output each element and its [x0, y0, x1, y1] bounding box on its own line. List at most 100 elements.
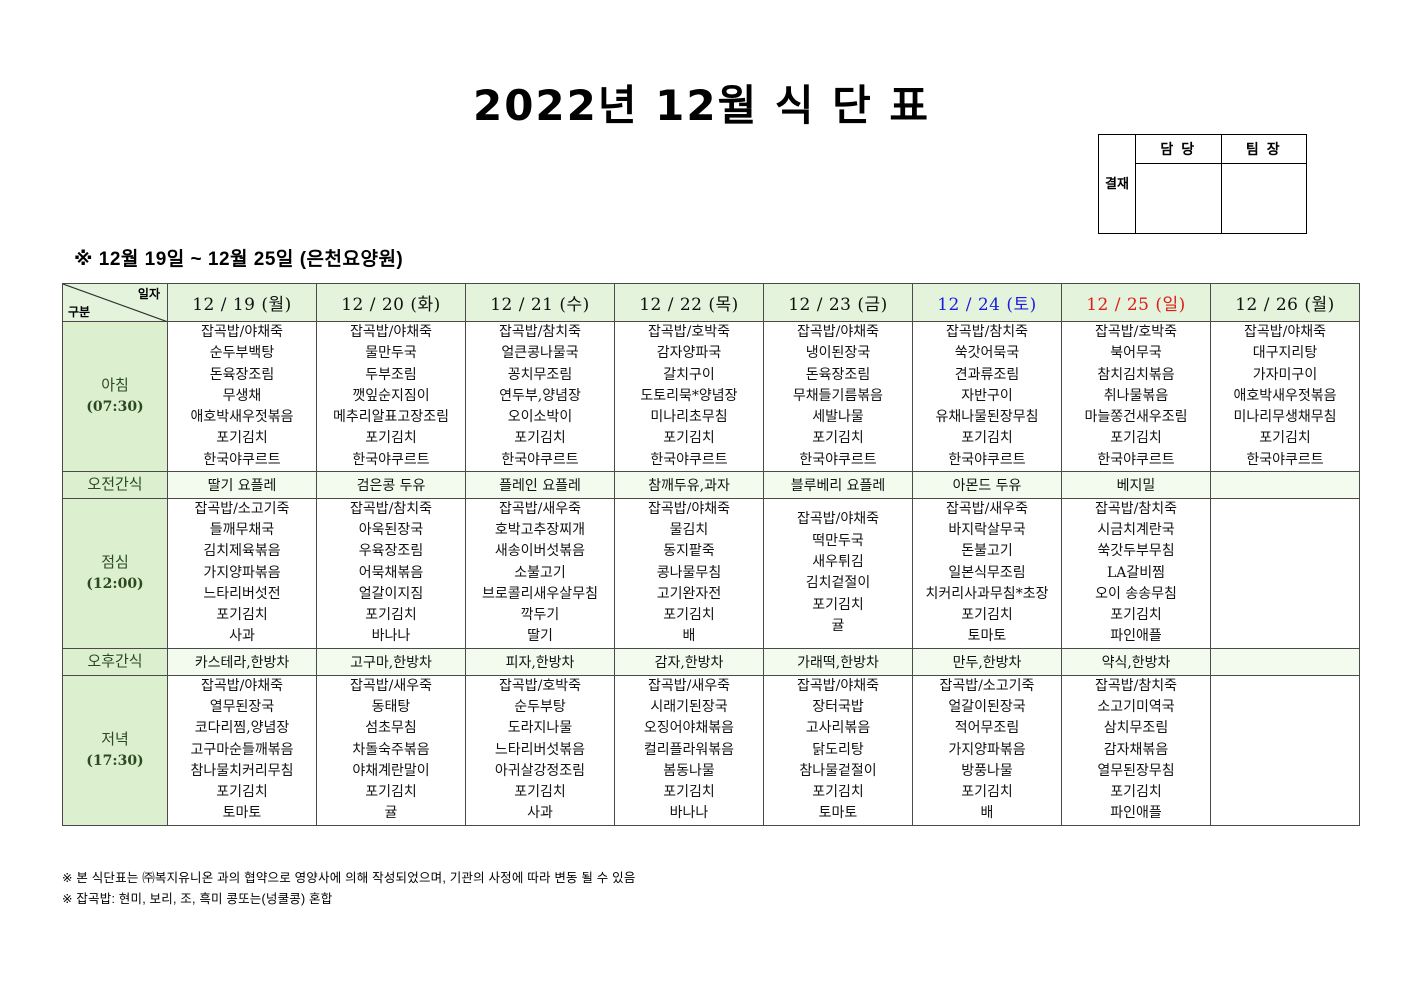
dish-item: 잡곡밥/새우죽	[350, 677, 432, 694]
dish-item: 고사리볶음	[805, 720, 871, 737]
meal-cell: 잡곡밥/새우죽 호박고추장찌개 새송이버섯볶음 소불고기 브로콜리새우살무침 깍두기 딸기	[465, 497, 615, 649]
approval-signature-teamlead[interactable]	[1222, 164, 1307, 233]
row-label-text: 아침	[101, 376, 129, 395]
approval-column-teamlead: 팀 장	[1220, 135, 1307, 233]
dish-item: 대구지리탕	[1252, 345, 1318, 362]
dish-item: 삼치무조림	[1103, 720, 1169, 737]
dish-item: 시래기된장국	[650, 698, 728, 715]
meal-cell: 잡곡밥/호박죽 감자양파국 갈치구이 도토리묵*양념장 미나리초무침 포기김치 한국야쿠르트	[614, 321, 764, 472]
row-label-text: 오전간식	[87, 474, 143, 493]
dish-item: 소불고기	[514, 564, 566, 581]
footnote-2: ※ 잡곡밥: 현미, 보리, 조, 흑미 콩또는(넝쿨콩) 혼합	[62, 891, 333, 906]
approval-column-manager: 담 당	[1136, 135, 1221, 233]
row-label-time: (12:00)	[86, 576, 144, 593]
meal-cell: 잡곡밥/야채죽 냉이된장국 돈육장조림 무채들기름볶음 세발나물 포기김치 한국야쿠르트	[763, 321, 913, 472]
dish-item: 사과	[527, 805, 553, 822]
dish-item: 물김치	[669, 522, 709, 539]
dish-item: 닭도리탕	[812, 741, 864, 758]
dish-item: 파인애플	[1110, 805, 1162, 822]
header-date-1: 12 / 19 (월)	[167, 283, 317, 322]
row-label-text: 저녁	[101, 730, 129, 749]
meal-cell: 잡곡밥/소고기죽 들깨무채국 김치제육볶음 가지양파볶음 느타리버섯전 포기김치 사과	[167, 497, 317, 649]
dish-item: 잡곡밥/야채죽	[797, 324, 879, 340]
snack-cell: 약식,한방차	[1061, 647, 1211, 676]
dish-item: 포기김치	[216, 430, 268, 447]
header-date-4: 12 / 22 (목)	[614, 283, 764, 322]
meal-cell: 잡곡밥/야채죽 물김치 동지팥죽 콩나물무침 고기완자전 포기김치 배	[614, 497, 764, 649]
meal-cell: 잡곡밥/호박죽 북어무국 참치김치볶음 취나물볶음 마늘쫑건새우조림 포기김치 한국야쿠르트	[1061, 321, 1211, 472]
meal-cell: 잡곡밥/야채죽 순두부백탕 돈육장조림 무생채 애호박새우젓볶음 포기김치 한국야쿠르트	[167, 321, 317, 472]
snack-cell: 피자,한방차	[465, 647, 615, 676]
menu-row-오전간식: 오전간식 딸기 요플레 검은콩 두유 플레인 요플레 참깨두유,과자 블루베리 요플레 아몬…	[62, 470, 1360, 499]
meal-cell: 잡곡밥/새우죽 동태탕 섬초무침 차돌숙주볶음 야채계란말이 포기김치 귤	[316, 674, 466, 826]
header-label-date: 일자	[137, 287, 160, 301]
snack-cell	[1210, 647, 1360, 676]
dish-item: 잡곡밥/야채죽	[797, 677, 879, 694]
row-label-아침: 아침 (07:30)	[62, 321, 168, 472]
dish-item: 오이 송송무침	[1095, 585, 1177, 602]
dish-item: 토마토	[967, 628, 1007, 645]
dish-item: 취나물볶음	[1103, 387, 1169, 404]
dish-item: 호박고추장찌개	[494, 522, 586, 539]
dish-item: 두부조림	[365, 366, 417, 383]
approval-signature-manager[interactable]	[1136, 164, 1221, 233]
dish-item: 소고기미역국	[1097, 698, 1175, 715]
snack-cell: 블루베리 요플레	[763, 470, 913, 499]
dish-item: 어묵채볶음	[358, 564, 424, 581]
dish-item: 한국야쿠르트	[203, 451, 281, 468]
snack-cell: 베지밀	[1061, 470, 1211, 499]
dish-item: 애호박새우젓볶음	[190, 409, 294, 426]
dish-item: 포기김치	[216, 607, 268, 624]
dish-item: 포기김치	[365, 607, 417, 624]
dish-item: 포기김치	[812, 596, 864, 613]
meal-cell: 잡곡밥/호박죽 순두부탕 도라지나물 느타리버섯볶음 아귀살강정조림 포기김치 사과	[465, 674, 615, 826]
approval-header-manager: 담 당	[1136, 135, 1221, 164]
header-corner-cell: 일자 구분	[62, 283, 168, 322]
dish-item: 새송이버섯볶음	[494, 543, 586, 560]
dish-item: 브로콜리새우살무침	[482, 585, 598, 602]
dish-item: 오이소박이	[507, 409, 573, 426]
dish-item: 무생채	[222, 387, 262, 404]
dish-item: 귤	[831, 617, 845, 634]
dish-item: 돈육장조림	[209, 366, 275, 383]
dish-item: 느타리버섯볶음	[494, 741, 586, 758]
dish-item: 마늘쫑건새우조림	[1084, 409, 1188, 426]
dish-item: 고기완자전	[656, 585, 722, 602]
dish-item: 돈불고기	[961, 543, 1013, 560]
dish-item: 장터국밥	[812, 698, 864, 715]
dish-item: 포기김치	[514, 784, 566, 801]
dish-item: 한국야쿠르트	[799, 451, 877, 468]
snack-cell: 딸기 요플레	[167, 470, 317, 499]
meal-cell: 잡곡밥/야채죽 물만두국 두부조림 깻잎순지짐이 메추리알표고장조림 포기김치 한국야쿠르트	[316, 321, 466, 472]
meal-cell: 잡곡밥/참치죽 시금치계란국 쑥갓두부무침 LA갈비찜 오이 송송무침 포기김치 파인애플	[1061, 497, 1211, 649]
menu-row-저녁: 저녁 (17:30) 잡곡밥/야채죽 열무된장국 코다리찜,양념장 고구마순들깨볶음 참나물…	[62, 674, 1360, 826]
row-label-text: 오후간식	[87, 651, 143, 670]
row-label-저녁: 저녁 (17:30)	[62, 674, 168, 826]
dish-item: 아귀살강정조림	[494, 762, 586, 779]
dish-item: 잡곡밥/호박죽	[648, 324, 730, 340]
dish-item: 잡곡밥/참치죽	[350, 500, 432, 517]
row-label-점심: 점심 (12:00)	[62, 497, 168, 649]
dish-item: 쑥갓어묵국	[954, 345, 1020, 362]
dish-item: 애호박새우젓볶음	[1233, 387, 1337, 404]
dish-item: 치커리사과무침*초장	[925, 585, 1049, 602]
dish-item: 물만두국	[365, 345, 417, 362]
dish-item: 연두부,양념장	[499, 387, 581, 404]
meal-cell: 잡곡밥/소고기죽 얼갈이된장국 적어무조림 가지양파볶음 방풍나물 포기김치 배	[912, 674, 1062, 826]
dish-item: 들깨무채국	[209, 522, 275, 539]
meal-cell: 잡곡밥/새우죽 시래기된장국 오징어야채볶음 컬리플라워볶음 봄동나물 포기김치 바나나	[614, 674, 764, 826]
dish-item: 포기김치	[1110, 607, 1162, 624]
dish-item: 잡곡밥/야채죽	[201, 677, 283, 694]
page-title: 2022년 12월 식 단 표	[472, 81, 931, 130]
dish-item: 깍두기	[520, 607, 560, 624]
snack-cell	[1210, 470, 1360, 499]
header-label-category: 구분	[68, 305, 91, 319]
dish-item: 잡곡밥/호박죽	[499, 677, 581, 694]
dish-item: 얼갈이지짐	[358, 585, 424, 602]
meal-cell: 잡곡밥/참치죽 소고기미역국 삼치무조림 감자채볶음 열무된장무침 포기김치 파인애플	[1061, 674, 1211, 826]
footnote-1: ※ 본 식단표는 ㈜복지유니온 과의 협약으로 영양사에 의해 작성되었으며, …	[62, 871, 636, 885]
meal-cell: 잡곡밥/야채죽 장터국밥 고사리볶음 닭도리탕 참나물겉절이 포기김치 토마토	[763, 674, 913, 826]
dish-item: 봄동나물	[663, 762, 715, 779]
meal-cell	[1210, 497, 1360, 649]
dish-item: 한국야쿠르트	[1246, 451, 1324, 468]
